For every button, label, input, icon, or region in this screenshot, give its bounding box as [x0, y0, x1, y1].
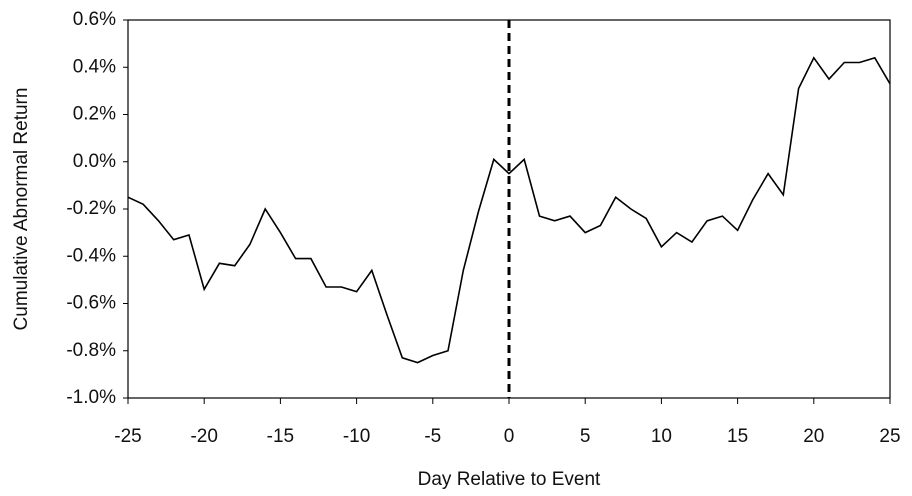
y-tick-label: 0.2% [73, 104, 116, 125]
x-tick-label: -15 [267, 426, 294, 447]
x-tick-label: 25 [879, 426, 900, 447]
series-line [127, 56, 891, 364]
y-tick-label: -0.8% [66, 340, 116, 361]
x-tick-label: 20 [803, 426, 824, 447]
x-tick-label: -20 [190, 426, 217, 447]
y-tick-label: -1.0% [66, 387, 116, 408]
x-tick-label: 5 [580, 426, 591, 447]
y-tick-label: -0.6% [66, 293, 116, 314]
y-tick-label: 0.4% [73, 56, 116, 77]
x-axis-title: Day Relative to Event [418, 469, 601, 490]
x-tick-label: -10 [343, 426, 370, 447]
x-tick-label: 10 [651, 426, 672, 447]
y-axis-title: Cumulative Abnormal Return [11, 88, 32, 331]
x-tick-label: 15 [727, 426, 748, 447]
x-tick-label: -25 [114, 426, 141, 447]
y-tick-label: 0.0% [73, 151, 116, 172]
y-tick-label: -0.4% [66, 245, 116, 266]
x-tick-label: 0 [504, 426, 515, 447]
x-tick-label: -5 [424, 426, 441, 447]
y-tick-label: 0.6% [73, 9, 116, 30]
y-tick-label: -0.2% [66, 198, 116, 219]
